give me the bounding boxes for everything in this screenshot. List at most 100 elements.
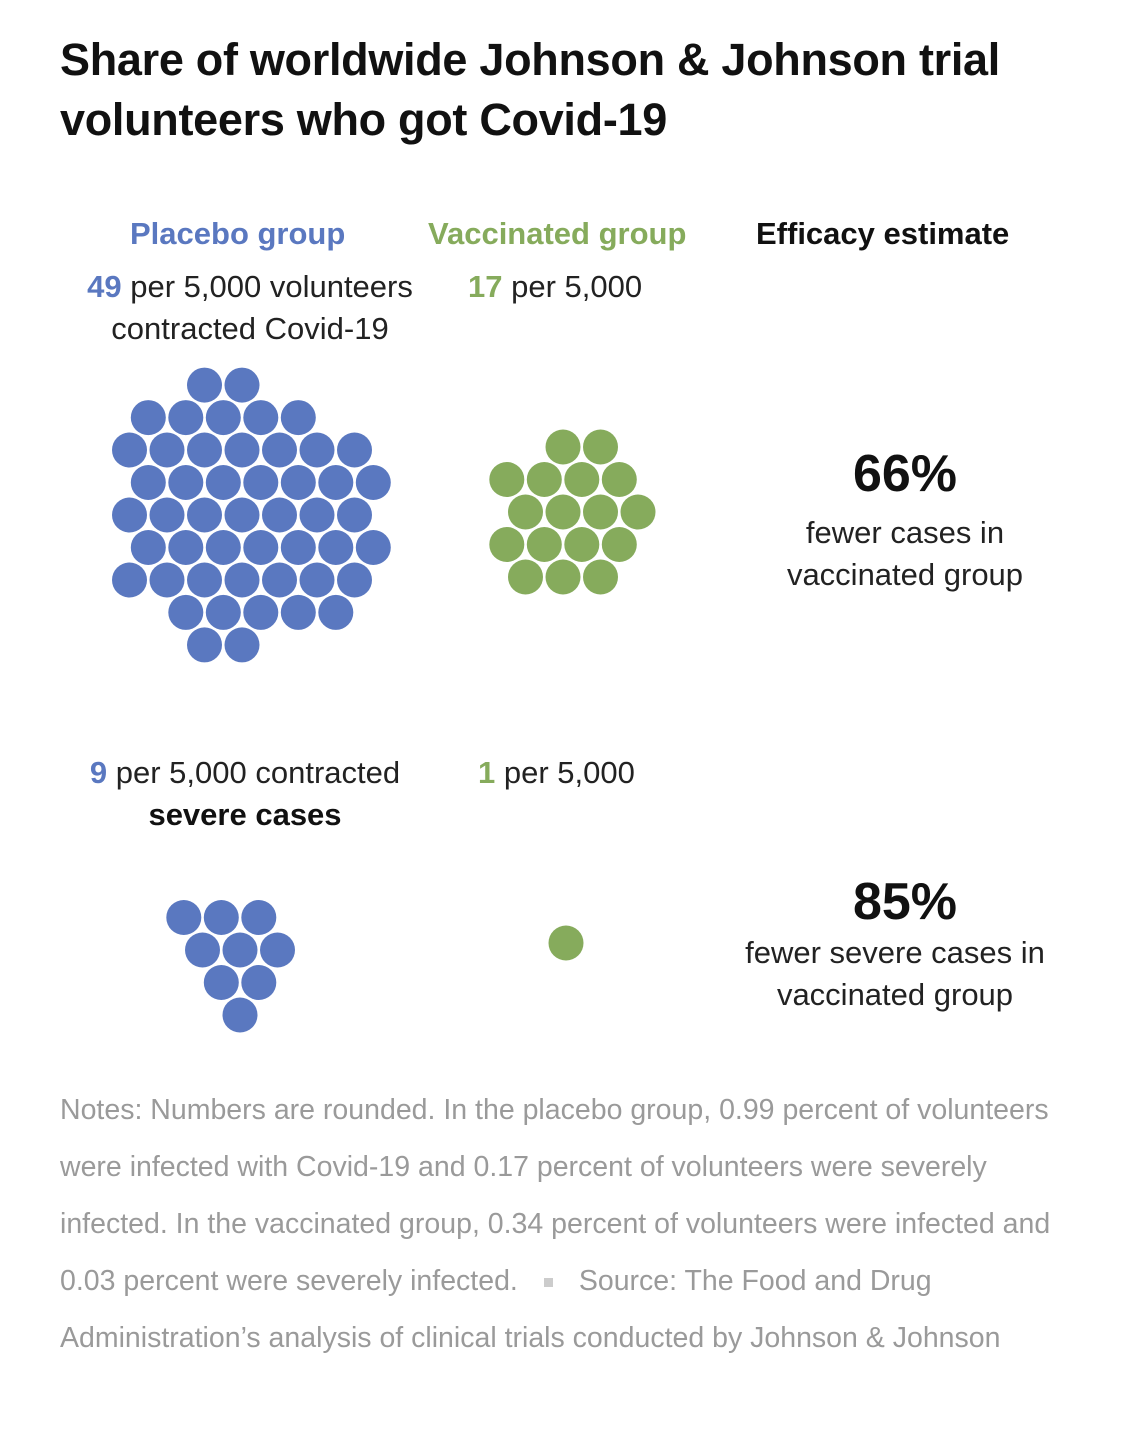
vaccinated-case-dot-16	[583, 429, 618, 465]
placebo-cases-label: 49 per 5,000 volunteers contracted Covid…	[60, 266, 440, 350]
placebo-case-dot-21	[318, 465, 354, 500]
placebo-case-dot-27	[299, 432, 335, 468]
placebo-case-dot-6	[243, 465, 279, 500]
placebo-severe-bold: severe cases	[148, 797, 342, 832]
placebo-case-dot-25	[318, 530, 354, 565]
vaccinated-cases-number: 17	[468, 269, 503, 304]
efficacy-severe-percent: 85%	[852, 873, 958, 931]
vaccinated-case-dot-5	[526, 462, 562, 497]
placebo-case-dot-43	[337, 432, 372, 468]
placebo-case-dot-24	[130, 465, 166, 500]
source-text: Source: The Food and Drug Administration…	[60, 1265, 1001, 1354]
placebo-case-dot-16	[262, 432, 297, 468]
placebo-case-dot-18	[187, 432, 222, 468]
vaccinated-case-dot-2	[508, 494, 543, 530]
efficacy-cases-text: fewer cases in vaccinated group	[786, 515, 1024, 592]
notes-text: Notes: Numbers are rounded. In the place…	[60, 1094, 1051, 1297]
placebo-case-dot-5	[205, 465, 241, 500]
placebo-case-dot-26	[205, 400, 241, 436]
vaccinated-case-dot-17	[508, 559, 543, 595]
placebo-case-dot-22	[299, 562, 335, 598]
placebo-severe-label: 9 per 5,000 contracted severe cases	[60, 752, 430, 836]
placebo-case-dot-2	[187, 497, 222, 533]
vaccinated-case-dot-14	[620, 494, 656, 530]
placebo-cases-number: 49	[87, 269, 122, 304]
placebo-case-dot-30	[243, 400, 279, 436]
vaccinated-case-dot-9	[489, 462, 525, 497]
placebo-case-dot-11	[280, 530, 316, 565]
notes: Notes: Numbers are rounded. In the place…	[60, 1082, 1070, 1367]
chart-title: Share of worldwide Johnson & Johnson tri…	[60, 34, 1000, 145]
placebo-case-dot-42	[224, 367, 260, 403]
placebo-case-dot-47	[318, 594, 354, 630]
efficacy-heading: Efficacy estimate	[756, 216, 1010, 251]
placebo-case-dot-20	[243, 594, 279, 630]
placebo-case-dot-31	[205, 594, 241, 630]
vaccinated-case-dot-6	[564, 462, 600, 497]
vaccinated-severe-number: 1	[478, 755, 496, 790]
placebo-case-dot-36	[337, 497, 372, 533]
vaccinated-case-dot-8	[545, 559, 581, 595]
placebo-severe-dot-2	[185, 932, 220, 968]
vaccinated-case-dot-1	[545, 494, 581, 530]
vaccinated-severe-text: per 5,000	[495, 755, 635, 790]
vaccinated-case-dot-12	[601, 462, 637, 497]
placebo-case-dot-40	[337, 562, 372, 598]
placebo-case-dot-1	[224, 497, 260, 533]
placebo-severe-dot-6	[241, 900, 277, 935]
placebo-severe-dot-8	[222, 997, 258, 1033]
placebo-case-dot-32	[280, 400, 316, 436]
placebo-severe-dot-5	[203, 900, 239, 935]
placebo-case-dot-15	[262, 562, 297, 598]
separator-square	[543, 1277, 553, 1287]
placebo-severe-dot-9	[166, 900, 202, 935]
placebo-case-dot-48	[355, 465, 391, 500]
placebo-group-heading: Placebo group	[130, 216, 346, 251]
placebo-severe-dot-1	[222, 932, 258, 968]
placebo-case-dot-9	[168, 465, 204, 500]
vaccinated-severe-label: 1 per 5,000	[478, 752, 635, 794]
placebo-case-dot-13	[224, 432, 260, 468]
placebo-case-dot-41	[112, 432, 147, 468]
vaccinated-cases-text: per 5,000	[502, 269, 643, 304]
placebo-case-dot-14	[299, 497, 335, 533]
placebo-severe-number: 9	[89, 755, 108, 790]
vaccinated-severe-dot-1	[548, 925, 584, 961]
placebo-cases-text: per 5,000 volunteers contracted Covid-19	[111, 269, 413, 346]
vaccinated-case-dot-10	[489, 527, 525, 562]
vaccinated-case-dot-15	[583, 559, 618, 595]
placebo-case-dot-10	[168, 530, 204, 565]
placebo-case-dot-38	[112, 562, 147, 598]
placebo-case-dot-3	[243, 530, 279, 565]
vaccinated-case-dot-4	[526, 527, 562, 562]
vaccinated-case-dot-3	[564, 527, 600, 562]
placebo-case-dot-19	[149, 497, 185, 533]
vaccinated-cases-label: 17 per 5,000	[468, 266, 642, 308]
placebo-case-dot-4	[205, 530, 241, 565]
placebo-case-dot-34	[280, 594, 316, 630]
placebo-case-dot-39	[224, 627, 260, 663]
placebo-case-dot-8	[224, 562, 260, 598]
placebo-case-dot-35	[112, 497, 147, 533]
vaccinated-case-dot-13	[545, 429, 581, 465]
placebo-case-dot-7	[262, 497, 297, 533]
placebo-case-dot-12	[280, 465, 316, 500]
placebo-case-dot-33	[168, 594, 204, 630]
placebo-severe-dot-3	[241, 965, 277, 1000]
placebo-severe-text: per 5,000 contracted	[107, 755, 401, 790]
placebo-case-dot-28	[149, 432, 185, 468]
placebo-case-dot-37	[168, 400, 204, 436]
placebo-case-dot-49	[355, 530, 391, 565]
efficacy-severe-text: fewer severe cases in vaccinated group	[745, 935, 1045, 1012]
efficacy-cases-percent: 66%	[852, 445, 958, 503]
placebo-severe-dot-4	[203, 965, 239, 1000]
placebo-case-dot-29	[130, 530, 166, 565]
placebo-case-dot-46	[187, 367, 222, 403]
vaccinated-case-dot-7	[583, 494, 618, 530]
vaccinated-case-dot-11	[601, 527, 637, 562]
placebo-case-dot-45	[130, 400, 166, 436]
vaccinated-group-heading: Vaccinated group	[428, 216, 687, 251]
placebo-case-dot-23	[149, 562, 185, 598]
placebo-severe-dot-7	[260, 932, 295, 968]
